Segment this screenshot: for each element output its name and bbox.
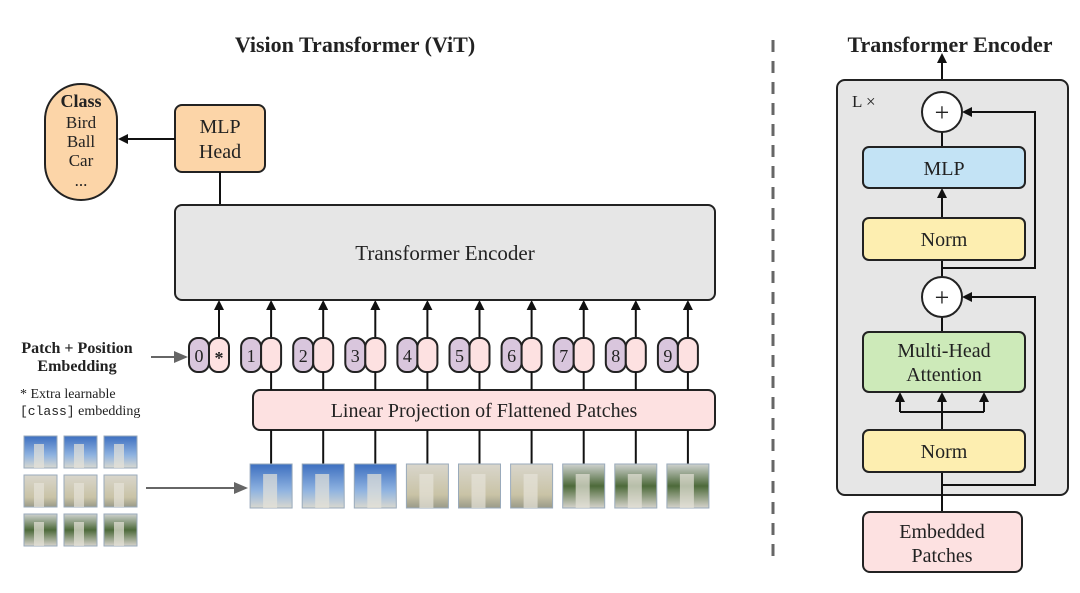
- residual-connection: [942, 292, 1036, 486]
- class-output-box: [44, 83, 118, 201]
- image-patch-grid: [23, 435, 138, 547]
- residual-connection: [942, 107, 1036, 269]
- image-patch-detail: [367, 474, 382, 508]
- patch-embedding-token: [260, 337, 283, 373]
- token-index: 6: [507, 346, 516, 366]
- token-index: 5: [455, 346, 464, 366]
- embedded-patches-label: Embedded: [899, 521, 985, 543]
- extra-note-rest: embedding: [75, 404, 141, 419]
- mlp-head-label: Head: [199, 141, 241, 163]
- extra-note-line2: [class] embedding: [20, 404, 140, 419]
- token-index: 3: [351, 346, 360, 366]
- linear-projection-box: [252, 389, 716, 431]
- attention-label: Multi-Head: [897, 340, 990, 362]
- image-patch-detail: [575, 474, 590, 508]
- patch-embedding-token: [520, 337, 543, 373]
- token-index: 2: [299, 346, 308, 366]
- token-sequence: 0 * 1 2 3 4 5 6 7 8 9: [188, 300, 699, 390]
- image-patch-detail: [114, 522, 124, 546]
- class-code: [class]: [20, 404, 75, 419]
- attention-box: [862, 331, 1026, 393]
- patch-embedding-token: [312, 337, 335, 373]
- add-icon: [921, 276, 963, 318]
- norm-box: [862, 217, 1026, 261]
- embedded-patches-label: Patches: [911, 545, 972, 567]
- patch-embedding-token: [676, 337, 699, 373]
- image-patch-detail: [114, 444, 124, 468]
- token-index: 7: [559, 346, 568, 366]
- class-item: Bird: [66, 113, 97, 132]
- extra-note: * Extra learnable: [20, 387, 116, 402]
- class-item: ...: [75, 171, 88, 190]
- image-patch-detail: [523, 474, 538, 508]
- mlp-box: [862, 146, 1026, 189]
- class-title: Class: [60, 91, 101, 111]
- patch-embedding-token: [416, 337, 439, 373]
- image-patch-detail: [627, 474, 642, 508]
- embedded-patches-box: [862, 511, 1023, 573]
- norm-box: [862, 429, 1026, 473]
- patch-embedding-token: [468, 337, 491, 373]
- class-token-mark: *: [215, 348, 224, 368]
- plus-symbol: +: [935, 283, 950, 312]
- token-index: 8: [611, 346, 620, 366]
- repeat-label: L ×: [852, 92, 876, 111]
- norm-label: Norm: [921, 441, 968, 463]
- attention-label: Attention: [906, 364, 982, 386]
- image-patch-detail: [34, 522, 44, 546]
- image-patch-detail: [34, 444, 44, 468]
- image-patch-detail: [263, 474, 278, 508]
- image-patch-detail: [74, 483, 84, 507]
- transformer-encoder-box: [174, 204, 716, 301]
- image-patch-detail: [679, 474, 694, 508]
- image-patch-detail: [74, 444, 84, 468]
- norm-label: Norm: [921, 229, 968, 251]
- image-patch-detail: [315, 474, 330, 508]
- patch-embedding-token: [624, 337, 647, 373]
- class-item: Car: [69, 151, 94, 170]
- encoder-title: Transformer Encoder: [847, 32, 1052, 57]
- patch-embedding-token: [208, 337, 230, 373]
- transformer-encoder-label: Transformer Encoder: [355, 241, 534, 265]
- token-index: 4: [403, 346, 412, 366]
- class-item: Ball: [67, 132, 96, 151]
- token-index: 9: [663, 346, 672, 366]
- mlp-label: MLP: [923, 158, 964, 180]
- image-patch-detail: [114, 483, 124, 507]
- embedding-label: Patch + Position: [21, 340, 132, 357]
- linear-projection-label: Linear Projection of Flattened Patches: [331, 400, 638, 422]
- image-patch-detail: [419, 474, 434, 508]
- patch-embedding-token: [572, 337, 595, 373]
- add-icon: [921, 91, 963, 133]
- patch-embedding-token: [364, 337, 387, 373]
- token-index: 1: [247, 346, 256, 366]
- image-patch-detail: [74, 522, 84, 546]
- image-patch-detail: [34, 483, 44, 507]
- patch-sequence: [249, 430, 710, 509]
- plus-symbol: +: [935, 98, 950, 127]
- token-index: 0: [195, 346, 204, 366]
- embedding-label: Embedding: [37, 358, 116, 375]
- mlp-head-label: MLP: [199, 116, 240, 138]
- vit-title: Vision Transformer (ViT): [235, 32, 475, 57]
- image-patch-detail: [471, 474, 486, 508]
